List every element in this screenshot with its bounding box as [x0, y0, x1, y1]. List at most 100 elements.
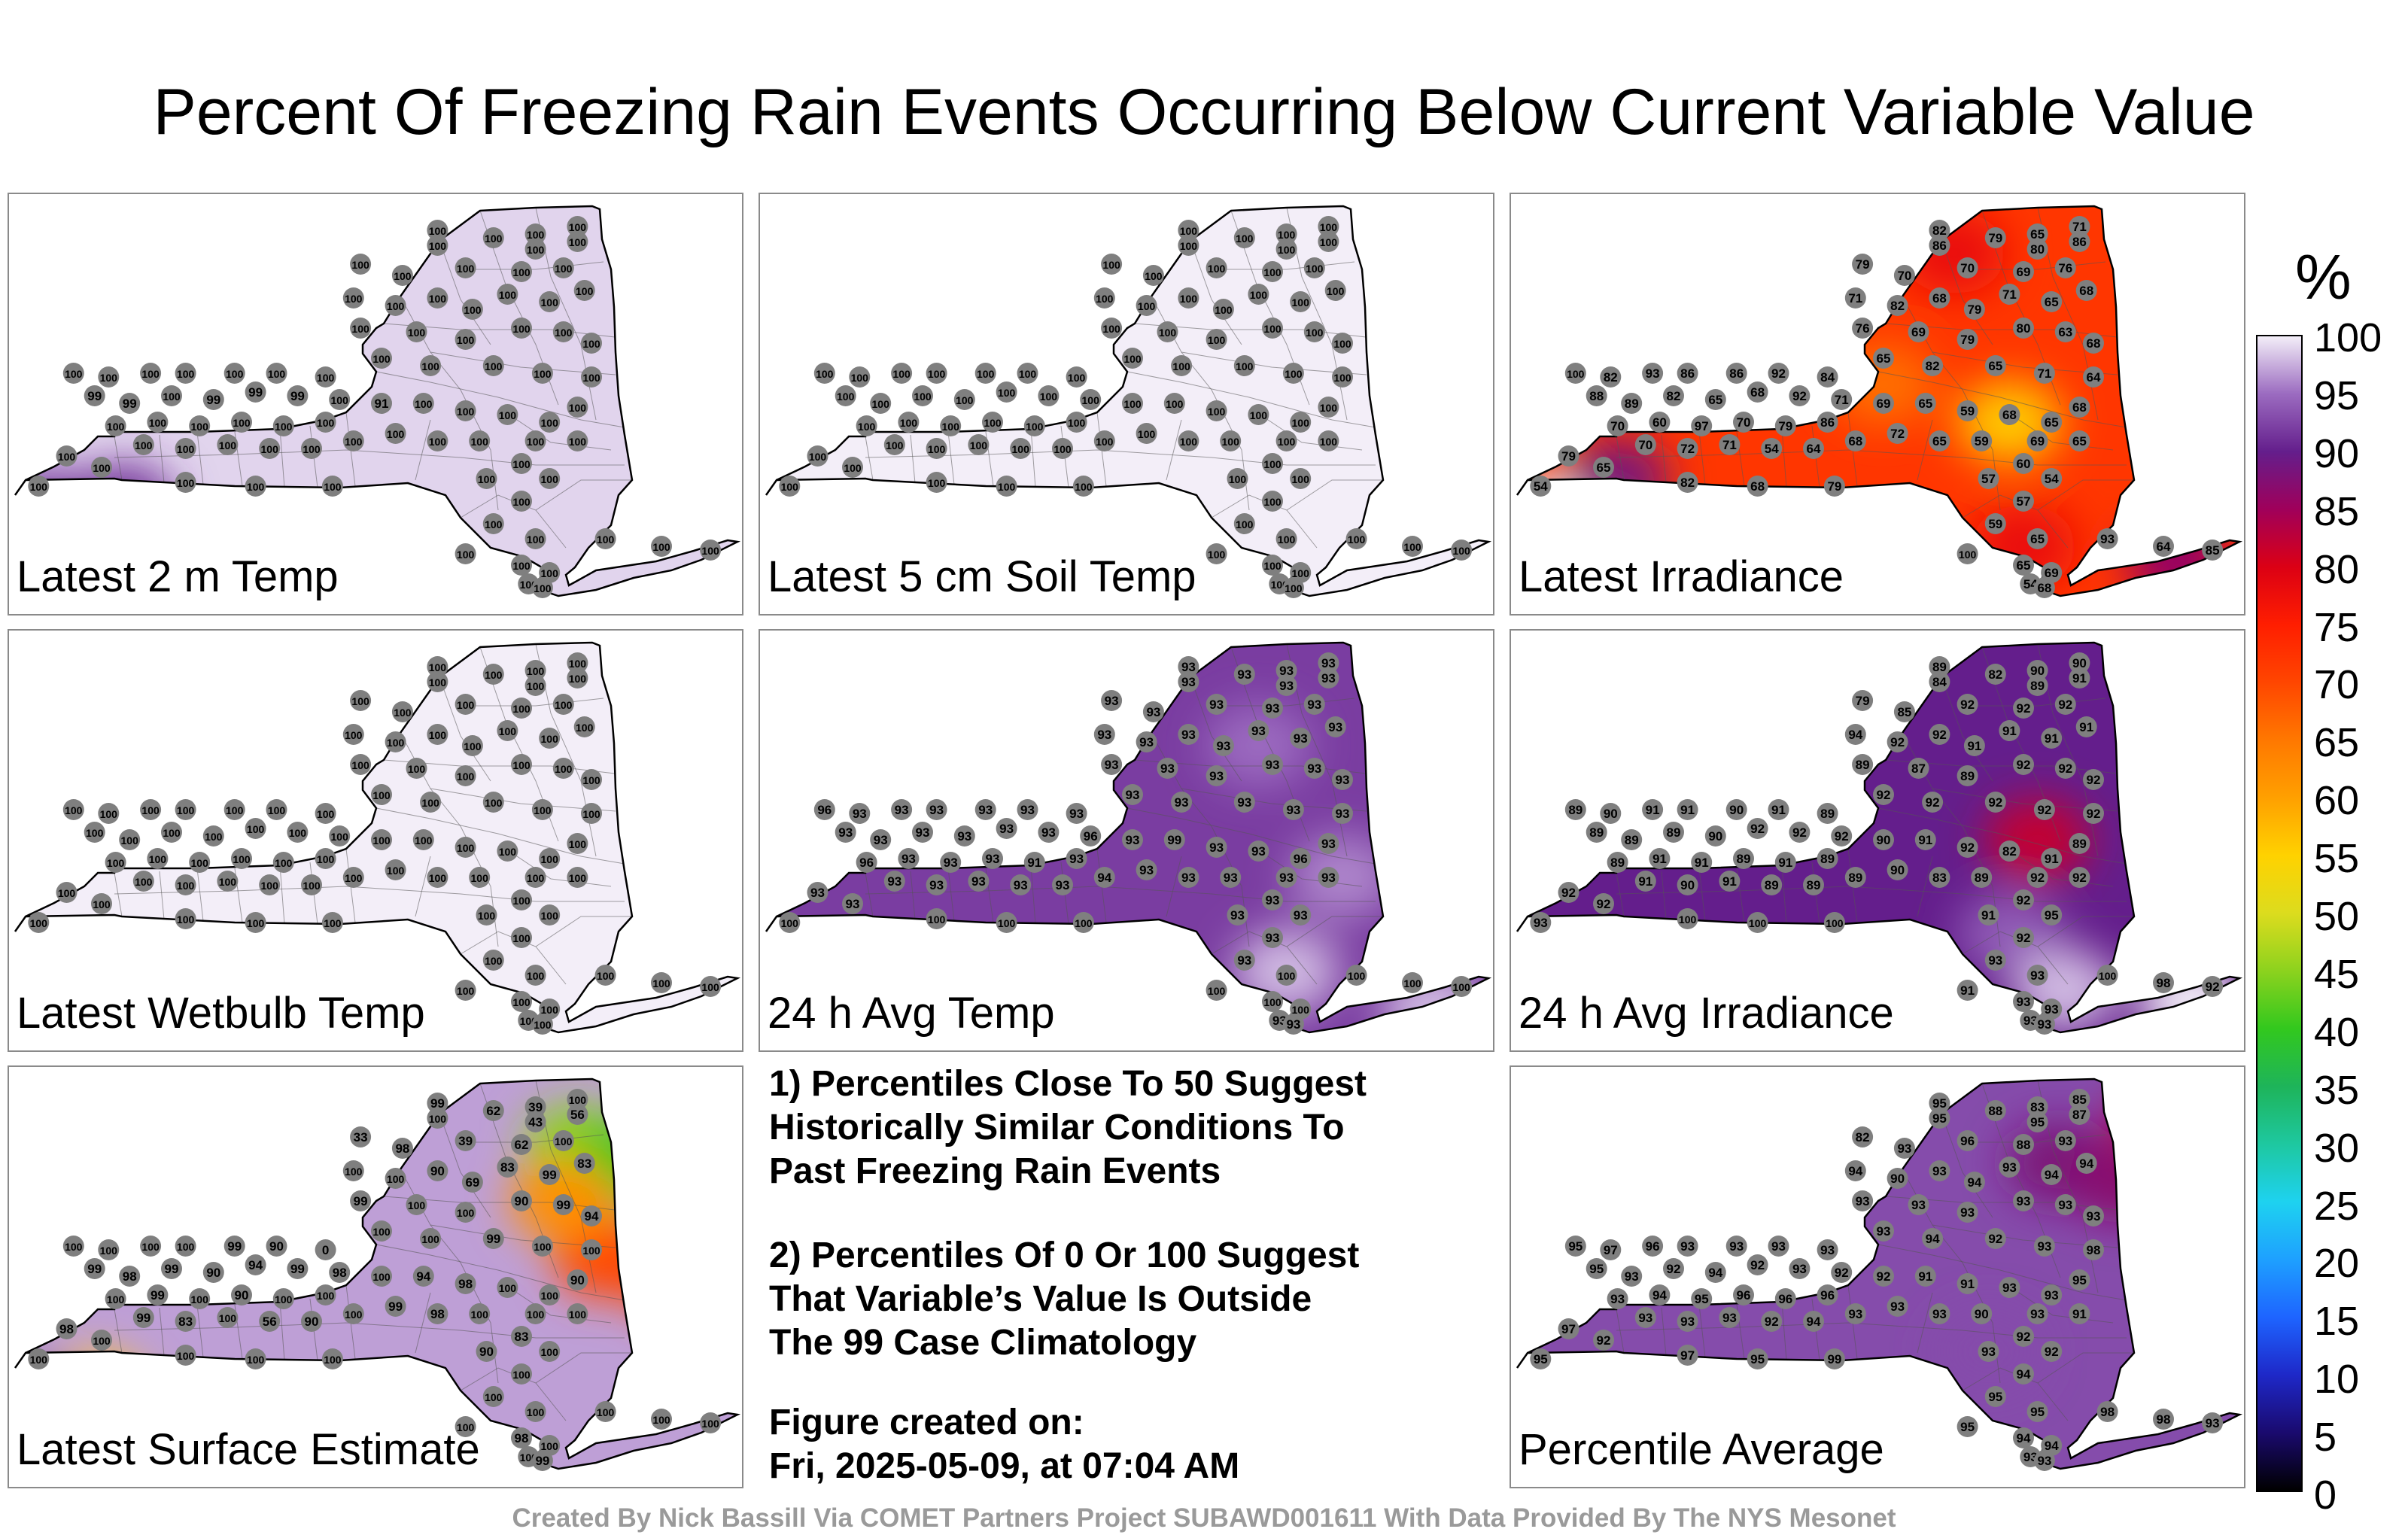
station-marker: [140, 1236, 162, 1257]
county-border: [865, 872, 874, 917]
station-marker: [105, 852, 126, 873]
station-value: 86: [1932, 239, 1947, 253]
station-marker: [1929, 656, 1950, 677]
station-marker: [2069, 1303, 2090, 1324]
station-marker: [1803, 1311, 1824, 1332]
station-marker: [1122, 784, 1143, 805]
station-value: 91: [1638, 874, 1652, 889]
station-marker: [2083, 366, 2104, 388]
station-value: 100: [569, 673, 587, 685]
colorbar: [2256, 335, 2303, 1492]
station-value: 89: [1820, 852, 1835, 866]
station-marker: [1303, 321, 1325, 342]
county-border: [1978, 1134, 2106, 1143]
station-value: 100: [345, 436, 363, 448]
station-marker: [1873, 348, 1894, 369]
station-marker: [1761, 438, 1783, 459]
station-marker: [567, 833, 588, 854]
station-marker: [2075, 1153, 2097, 1174]
station-marker: [391, 701, 413, 722]
station-value: 92: [1835, 1266, 1849, 1280]
station-value: 100: [534, 1241, 552, 1253]
station-marker: [581, 1239, 602, 1260]
station-value: 100: [512, 1369, 531, 1381]
station-marker: [329, 389, 351, 410]
station-value: 96: [1646, 1239, 1660, 1254]
station-value: 99: [136, 1311, 150, 1325]
station-value: 100: [351, 259, 369, 271]
station-value: 95: [1988, 1390, 2002, 1404]
county-border: [947, 431, 955, 485]
station-value: 100: [534, 582, 552, 594]
station-marker: [119, 393, 141, 414]
station-value: 100: [149, 417, 167, 429]
station-marker: [1929, 430, 1950, 451]
station-value: 100: [177, 880, 195, 892]
station-marker: [1220, 430, 1242, 451]
station-value: 79: [1561, 449, 1576, 464]
station-value: 93: [1139, 863, 1154, 877]
station-marker: [511, 261, 532, 282]
station-value: 100: [1278, 244, 1296, 256]
field-anomaly: [2124, 520, 2230, 596]
station-marker: [1956, 1416, 1978, 1437]
station-value: 100: [816, 368, 834, 380]
station-value: 100: [956, 394, 974, 406]
station-marker: [594, 965, 616, 986]
station-marker: [301, 438, 322, 459]
station-marker: [573, 280, 595, 301]
station-marker: [1178, 235, 1199, 256]
station-marker: [700, 1412, 722, 1433]
station-marker: [511, 1363, 532, 1385]
station-value: 100: [177, 1241, 195, 1253]
station-value: 100: [1348, 533, 1366, 546]
station-marker: [2013, 991, 2034, 1012]
station-marker: [202, 1262, 224, 1283]
station-value: 100: [303, 880, 321, 892]
station-marker: [856, 852, 877, 873]
station-marker: [1206, 694, 1227, 715]
station-marker: [539, 1284, 561, 1306]
credits-footer: Created By Nick Bassill Via COMET Partne…: [512, 1503, 1896, 1533]
station-marker: [482, 792, 504, 813]
station-marker: [1844, 430, 1866, 451]
county-border: [1698, 431, 1706, 485]
county-border: [1616, 872, 1625, 917]
station-marker: [315, 848, 336, 869]
county-border: [1661, 1307, 1667, 1357]
station-marker: [1157, 758, 1178, 779]
station-marker: [2033, 363, 2055, 384]
station-value: 84: [1932, 675, 1947, 689]
station-value: 93: [1041, 825, 1056, 840]
station-marker: [1262, 491, 1283, 512]
station-marker: [926, 438, 947, 459]
station-marker: [161, 385, 182, 406]
station-marker: [427, 287, 448, 309]
colorbar-tick-label: 95: [2314, 372, 2360, 418]
station-value: 100: [93, 898, 111, 910]
station-value: 100: [1749, 917, 1767, 929]
station-marker: [1663, 822, 1684, 843]
county-border: [865, 886, 1376, 902]
station-value: 100: [387, 428, 405, 440]
station-marker: [2069, 216, 2090, 237]
station-marker: [161, 822, 182, 843]
station-value: 91: [1652, 852, 1667, 866]
station-marker: [1963, 735, 1985, 756]
station-marker: [1789, 1258, 1811, 1279]
station-marker: [385, 859, 406, 880]
station-marker: [476, 468, 497, 489]
station-value: 93: [2100, 532, 2115, 546]
station-marker: [350, 254, 372, 275]
field-anomaly: [629, 1242, 735, 1325]
station-marker: [581, 366, 602, 388]
station-value: 99: [290, 1262, 305, 1276]
station-marker: [1178, 656, 1199, 677]
station-marker: [531, 1236, 553, 1257]
station-value: 100: [998, 917, 1016, 929]
station-value: 86: [1820, 415, 1835, 430]
station-marker: [1844, 1160, 1866, 1181]
station-value: 92: [1597, 1333, 1611, 1348]
station-value: 100: [429, 1113, 447, 1125]
station-value: 83: [515, 1330, 529, 1344]
